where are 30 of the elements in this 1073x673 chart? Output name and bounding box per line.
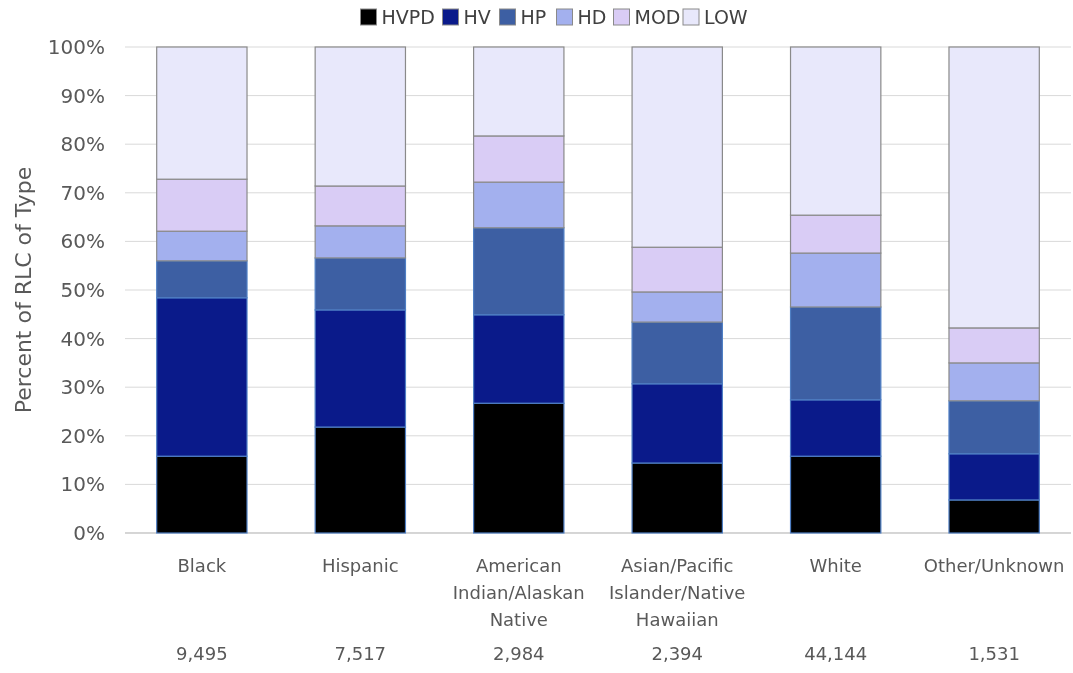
x-tick-label: White [809, 555, 862, 576]
legend-label: HV [463, 5, 491, 28]
y-tick-label: 100% [47, 35, 105, 59]
y-tick-label: 0% [73, 521, 105, 545]
text: 2,394 [651, 643, 703, 664]
y-tick-label: 60% [60, 229, 105, 254]
legend-label: LOW [704, 5, 748, 28]
y-tick-label: 90% [60, 83, 105, 108]
text: 44,144 [804, 643, 868, 664]
legend-label: HP [520, 5, 547, 28]
y-tick-label: 30% [60, 375, 105, 400]
text: 2,984 [493, 643, 545, 664]
y-tick-label: 20% [60, 423, 105, 448]
x-tick-label: Black [177, 555, 227, 576]
y-tick-label: 50% [60, 278, 105, 302]
legend-label: HD [577, 5, 607, 28]
y-tick-label: 70% [60, 180, 105, 205]
legend-label: HVPD [381, 5, 435, 28]
text: 9,495 [176, 643, 228, 664]
y-tick-label: 40% [60, 326, 105, 351]
y-tick-label: 10% [60, 472, 105, 497]
y-tick-label: 80% [60, 132, 105, 157]
text: 7,517 [334, 643, 387, 664]
x-tick-label: Hispanic [321, 555, 399, 576]
x-tick-label: Asian/Pacific Islander/Native Hawaiian [609, 555, 746, 630]
x-tick-label: American Indian/Alaskan Native [452, 555, 585, 630]
legend-label: MOD [634, 5, 681, 28]
text: 1,531 [968, 643, 1020, 664]
x-tick-label: Other/Unknown [923, 555, 1065, 576]
y-axis-title: Percent of RLC of Type [11, 166, 36, 414]
